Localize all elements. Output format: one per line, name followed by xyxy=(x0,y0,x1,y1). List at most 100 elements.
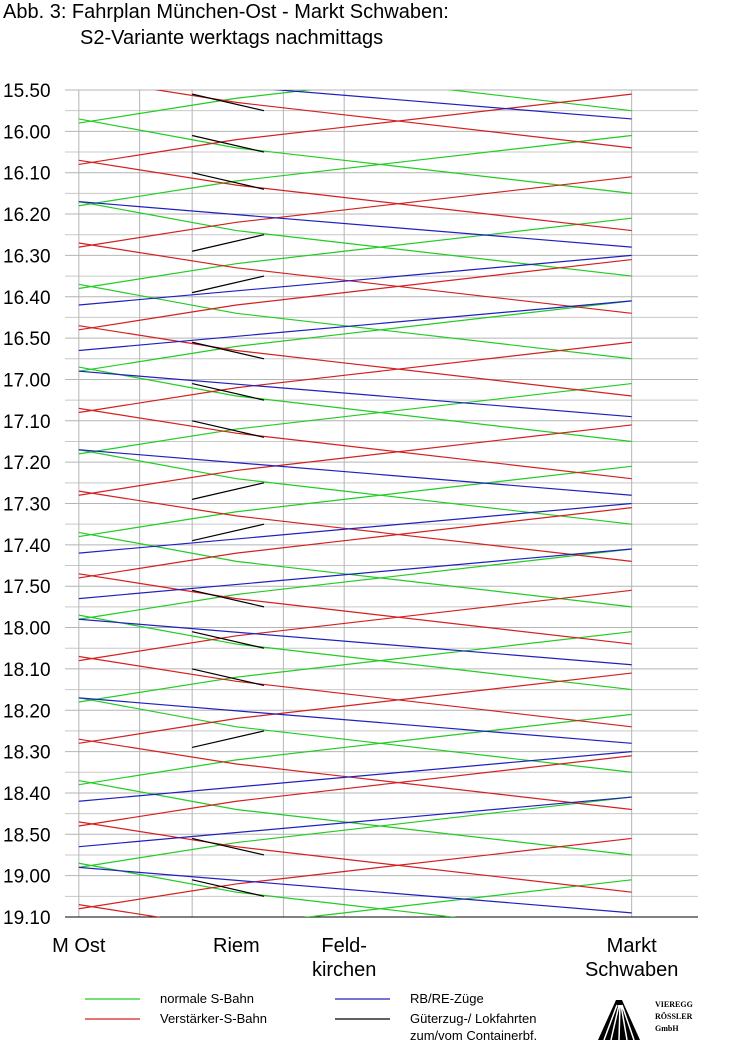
train-path xyxy=(78,283,632,360)
legend-label: Güterzug-/ Lokfahrten xyxy=(410,1011,536,1026)
train-path xyxy=(78,697,632,773)
train-path xyxy=(78,589,632,662)
train-path xyxy=(192,341,265,360)
legend-label: RB/RE-Züge xyxy=(410,991,484,1006)
train-path xyxy=(192,523,265,542)
train-path xyxy=(192,837,265,856)
train-path xyxy=(78,407,632,480)
y-tick-label: 18.10 xyxy=(3,660,51,681)
station-label: Riem xyxy=(213,935,260,957)
station-label: Feld- xyxy=(321,935,367,957)
train-path xyxy=(78,697,632,744)
train-path xyxy=(78,118,632,194)
y-tick-label: 16.00 xyxy=(3,122,51,143)
train-path xyxy=(192,275,265,294)
train-path xyxy=(78,366,632,443)
train-path xyxy=(78,655,632,728)
train-path xyxy=(78,300,632,372)
train-path xyxy=(78,507,632,579)
train-path xyxy=(192,93,265,112)
y-tick-label: 17.50 xyxy=(3,577,51,598)
y-tick-label: 16.50 xyxy=(3,329,51,350)
train-path xyxy=(78,254,632,306)
train-path xyxy=(78,341,632,414)
train-path xyxy=(192,879,265,897)
train-path xyxy=(78,751,632,802)
train-path xyxy=(78,134,632,207)
train-path xyxy=(78,300,632,352)
y-tick-label: 17.40 xyxy=(3,536,51,557)
train-path xyxy=(78,370,632,418)
y-tick-label: 18.40 xyxy=(3,784,51,805)
train-path xyxy=(78,93,632,166)
train-path xyxy=(78,258,632,331)
train-path xyxy=(78,159,632,232)
train-path xyxy=(78,201,632,277)
train-path xyxy=(78,382,632,455)
logo-text: VIEREGG xyxy=(655,1000,693,1009)
train-path xyxy=(78,176,632,248)
train-path xyxy=(78,713,632,786)
train-path xyxy=(78,201,632,248)
legend-label: normale S-Bahn xyxy=(160,991,254,1006)
train-path xyxy=(192,420,265,438)
train-path xyxy=(78,424,632,496)
train-path xyxy=(78,449,632,525)
train-path xyxy=(78,631,632,703)
logo-text: GmbH xyxy=(655,1024,679,1033)
y-tick-label: 15.50 xyxy=(3,81,51,102)
train-path xyxy=(78,779,632,856)
train-path xyxy=(192,172,265,190)
chart-title: S2-Variante werktags nachmittags xyxy=(80,27,383,49)
y-tick-label: 18.20 xyxy=(3,701,51,722)
y-tick-label: 16.30 xyxy=(3,246,51,267)
train-path xyxy=(78,90,314,124)
chart-title: Abb. 3: Fahrplan München-Ost - Markt Sch… xyxy=(3,1,449,23)
train-path xyxy=(78,502,632,554)
train-path xyxy=(192,234,265,252)
y-tick-label: 17.10 xyxy=(3,412,51,433)
y-tick-label: 18.50 xyxy=(3,825,51,846)
train-path xyxy=(78,449,632,496)
y-tick-label: 17.00 xyxy=(3,370,51,391)
train-path xyxy=(78,796,632,848)
station-label: Markt xyxy=(607,935,657,957)
train-path xyxy=(192,631,265,649)
train-path xyxy=(78,837,632,910)
train-path xyxy=(78,325,632,397)
logo-icon xyxy=(598,1000,640,1041)
station-label: kirchen xyxy=(312,959,376,981)
legend-label: Verstärker-S-Bahn xyxy=(160,1011,267,1026)
station-label: Schwaben xyxy=(585,959,678,981)
train-path xyxy=(192,668,265,687)
train-path xyxy=(78,531,632,608)
train-path xyxy=(78,738,632,811)
logo-text: RÖSSLER xyxy=(655,1012,693,1021)
train-path xyxy=(78,548,632,600)
train-path xyxy=(78,862,458,917)
y-tick-label: 18.00 xyxy=(3,619,51,640)
train-path xyxy=(78,755,632,827)
y-tick-label: 16.20 xyxy=(3,205,51,226)
train-path xyxy=(78,242,632,314)
y-tick-label: 18.30 xyxy=(3,743,51,764)
y-tick-label: 19.10 xyxy=(3,908,51,929)
train-path xyxy=(78,796,632,868)
train-path xyxy=(78,821,632,893)
train-path xyxy=(303,879,632,917)
y-tick-label: 17.30 xyxy=(3,495,51,516)
train-path xyxy=(153,90,632,149)
train-path xyxy=(78,672,632,744)
legend-label: zum/vom Containerbf. xyxy=(410,1028,537,1043)
train-path xyxy=(192,730,265,749)
train-path xyxy=(192,482,265,500)
train-path xyxy=(78,614,632,691)
y-tick-label: 16.40 xyxy=(3,288,51,309)
train-path xyxy=(78,618,632,666)
y-tick-label: 17.20 xyxy=(3,453,51,474)
train-path xyxy=(78,548,632,620)
train-path xyxy=(446,90,632,112)
y-tick-label: 19.00 xyxy=(3,867,51,888)
plot-area xyxy=(78,90,632,917)
